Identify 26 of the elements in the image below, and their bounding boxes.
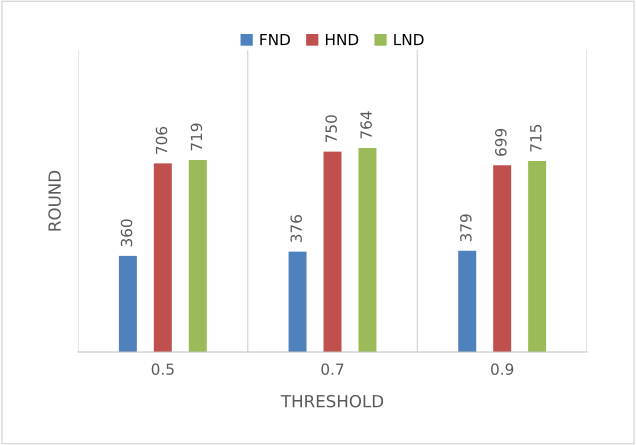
x-tick-label: 0.7 <box>321 363 344 375</box>
data-label: 360 <box>120 219 132 246</box>
data-label: 764 <box>360 111 372 138</box>
data-label: 699 <box>495 128 507 156</box>
legend-label: FND <box>260 34 290 46</box>
x-axis-title: THRESHOLD <box>280 394 384 408</box>
data-label: 379 <box>460 214 472 242</box>
bar <box>358 148 376 352</box>
legend-label: HND <box>326 34 358 46</box>
x-tick-label: 0.5 <box>152 363 174 375</box>
data-label: 750 <box>325 115 337 142</box>
bar <box>154 163 172 352</box>
bar <box>458 250 476 352</box>
y-axis-title: ROUND <box>48 170 61 230</box>
bar <box>118 256 137 352</box>
bar <box>528 161 546 352</box>
data-label: 376 <box>290 215 302 242</box>
data-label: 719 <box>190 124 202 150</box>
bar <box>288 252 307 352</box>
data-label: 715 <box>530 124 542 152</box>
data-label: 706 <box>156 126 168 154</box>
x-tick-label: 0.9 <box>491 363 514 375</box>
bar <box>324 152 342 352</box>
bar <box>493 165 512 352</box>
legend-label: LND <box>394 34 424 46</box>
bar <box>188 160 207 352</box>
